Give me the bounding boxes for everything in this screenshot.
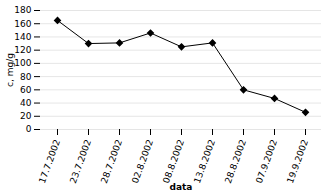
svg-text:60: 60 [20, 85, 32, 95]
svg-text:120: 120 [14, 45, 31, 55]
svg-text:160: 160 [14, 19, 31, 29]
svg-text:28.8.2002: 28.8.2002 [223, 138, 248, 184]
svg-text:140: 140 [14, 32, 31, 42]
svg-text:40: 40 [20, 98, 32, 108]
svg-text:23.7.2002: 23.7.2002 [68, 138, 93, 184]
svg-text:07.9.2002: 07.9.2002 [254, 138, 279, 184]
svg-text:02.8.2002: 02.8.2002 [130, 138, 155, 184]
svg-text:180: 180 [14, 5, 31, 15]
svg-text:28.7.2002: 28.7.2002 [99, 138, 124, 184]
svg-text:19.9.2002: 19.9.2002 [285, 138, 310, 184]
svg-text:13.8.2002: 13.8.2002 [192, 138, 217, 184]
svg-text:17.7.2002: 17.7.2002 [37, 138, 62, 184]
svg-text:data: data [170, 182, 193, 192]
svg-text:08.8.2002: 08.8.2002 [161, 138, 186, 184]
svg-text:c, mg/g: c, mg/g [5, 53, 15, 87]
svg-text:80: 80 [20, 71, 32, 81]
svg-text:0: 0 [26, 124, 32, 134]
svg-text:20: 20 [20, 111, 32, 121]
svg-text:100: 100 [14, 58, 31, 68]
